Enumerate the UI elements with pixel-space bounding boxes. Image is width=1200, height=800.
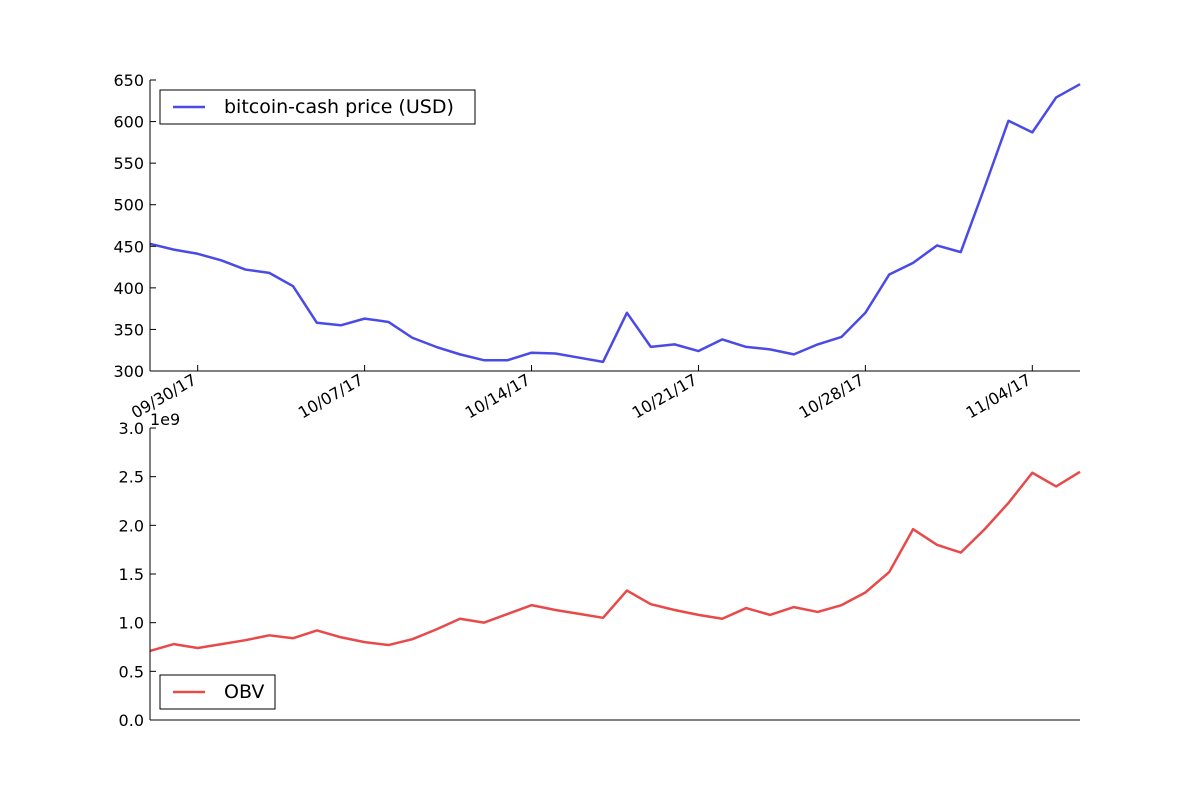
y-tick-label: 650 bbox=[113, 71, 144, 90]
price-y-ticks: 300 350 400 450 500 550 600 650 bbox=[113, 71, 156, 381]
y-tick-label: 400 bbox=[113, 279, 144, 298]
y-tick-label: 350 bbox=[113, 320, 144, 339]
price-series-group bbox=[149, 83, 1081, 364]
x-tick-label: 10/07/17 bbox=[295, 370, 367, 422]
y-tick-label: 0.5 bbox=[119, 662, 144, 681]
obv-y-ticks: 0.0 0.5 1.0 1.5 2.0 2.5 3.0 bbox=[119, 419, 156, 730]
price-x-ticks: 09/30/17 10/07/17 10/14/17 10/21/17 10/28/17… bbox=[128, 365, 1034, 422]
obv-y-offset-label: 1e9 bbox=[150, 410, 180, 429]
y-tick-label: 2.5 bbox=[119, 468, 144, 487]
x-tick-label: 10/28/17 bbox=[796, 370, 868, 422]
price-axes bbox=[149, 80, 1080, 372]
y-tick-label: 3.0 bbox=[119, 419, 144, 438]
y-tick-label: 1.0 bbox=[119, 614, 144, 633]
obv-axes bbox=[149, 428, 1080, 721]
x-tick-label: 10/14/17 bbox=[462, 370, 534, 422]
obv-series-group bbox=[149, 470, 1081, 653]
y-tick-label: 600 bbox=[113, 113, 144, 132]
price-legend-label: bitcoin-cash price (USD) bbox=[224, 96, 454, 118]
y-tick-label: 300 bbox=[113, 362, 144, 381]
y-tick-label: 0.0 bbox=[119, 711, 144, 730]
obv-legend: OBV bbox=[159, 674, 276, 710]
y-tick-label: 2.0 bbox=[119, 516, 144, 535]
obv-legend-box bbox=[159, 674, 276, 710]
obv-series-line bbox=[149, 470, 1081, 653]
y-tick-label: 450 bbox=[113, 237, 144, 256]
price-legend: bitcoin-cash price (USD) bbox=[159, 89, 476, 125]
y-tick-label: 550 bbox=[113, 154, 144, 173]
x-tick-label: 10/21/17 bbox=[629, 370, 701, 422]
x-tick-label: 11/04/17 bbox=[963, 370, 1035, 422]
obv-panel: 0.0 0.5 1.0 1.5 2.0 2.5 3.0 1e9 OBV bbox=[119, 410, 1081, 730]
y-tick-label: 1.5 bbox=[119, 565, 144, 584]
price-series-line bbox=[149, 83, 1081, 364]
obv-legend-label: OBV bbox=[224, 681, 264, 703]
y-tick-label: 500 bbox=[113, 196, 144, 215]
price-legend-box bbox=[159, 89, 476, 125]
